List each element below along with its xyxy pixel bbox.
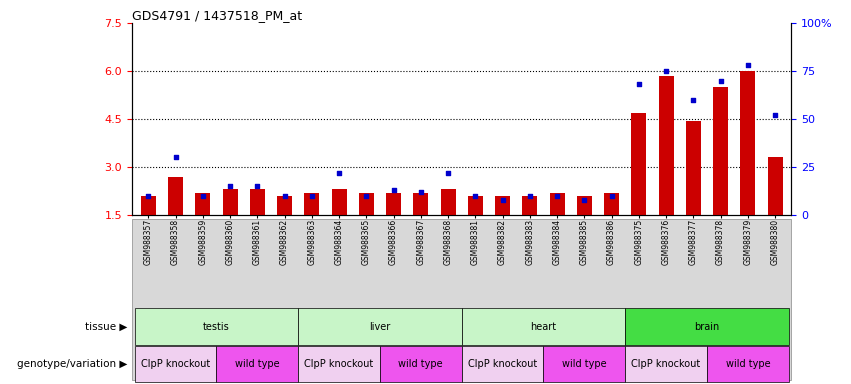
Bar (386, 193, 401, 215)
Bar (195, 193, 210, 215)
Point (305, 193, 318, 199)
Point (523, 193, 537, 199)
Bar (332, 189, 346, 215)
Bar (305, 193, 319, 215)
Point (441, 170, 454, 176)
Point (714, 78, 728, 84)
Bar (740, 71, 756, 215)
Bar (686, 121, 701, 215)
Point (768, 112, 782, 118)
Text: wild type: wild type (562, 359, 607, 369)
Point (359, 193, 373, 199)
Text: testis: testis (203, 321, 230, 332)
Point (196, 193, 209, 199)
Text: ClpP knockout: ClpP knockout (141, 359, 210, 369)
Bar (441, 189, 455, 215)
Text: liver: liver (369, 321, 391, 332)
Point (414, 189, 427, 195)
Bar (631, 113, 646, 215)
Bar (550, 193, 564, 215)
Bar (468, 196, 483, 215)
Text: ClpP knockout: ClpP knockout (631, 359, 700, 369)
Point (223, 183, 237, 189)
Text: wild type: wild type (235, 359, 280, 369)
Point (578, 197, 591, 203)
Bar (659, 76, 673, 215)
Text: wild type: wild type (398, 359, 443, 369)
Text: wild type: wild type (726, 359, 770, 369)
Text: GDS4791 / 1437518_PM_at: GDS4791 / 1437518_PM_at (132, 9, 302, 22)
Point (660, 68, 673, 74)
Point (741, 62, 755, 68)
Point (605, 193, 619, 199)
Text: genotype/variation ▶: genotype/variation ▶ (17, 359, 128, 369)
Bar (277, 196, 292, 215)
Bar (577, 196, 591, 215)
Bar (414, 193, 428, 215)
Bar (768, 157, 783, 215)
Text: ClpP knockout: ClpP knockout (468, 359, 537, 369)
Bar (713, 87, 728, 215)
Point (496, 197, 510, 203)
Point (687, 97, 700, 103)
Text: heart: heart (530, 321, 557, 332)
Text: ClpP knockout: ClpP knockout (305, 359, 374, 369)
Point (250, 183, 264, 189)
Point (386, 187, 400, 193)
Bar (168, 177, 183, 215)
Text: brain: brain (694, 321, 720, 332)
Point (168, 154, 182, 161)
Bar (359, 193, 374, 215)
Bar (523, 196, 537, 215)
Bar (222, 189, 237, 215)
Bar (495, 196, 510, 215)
Point (469, 193, 483, 199)
Point (332, 170, 346, 176)
Point (141, 193, 155, 199)
Bar (250, 189, 265, 215)
Point (277, 193, 291, 199)
Bar (604, 193, 619, 215)
Bar (140, 196, 156, 215)
Text: tissue ▶: tissue ▶ (85, 321, 128, 332)
Point (632, 81, 646, 88)
Point (551, 193, 564, 199)
